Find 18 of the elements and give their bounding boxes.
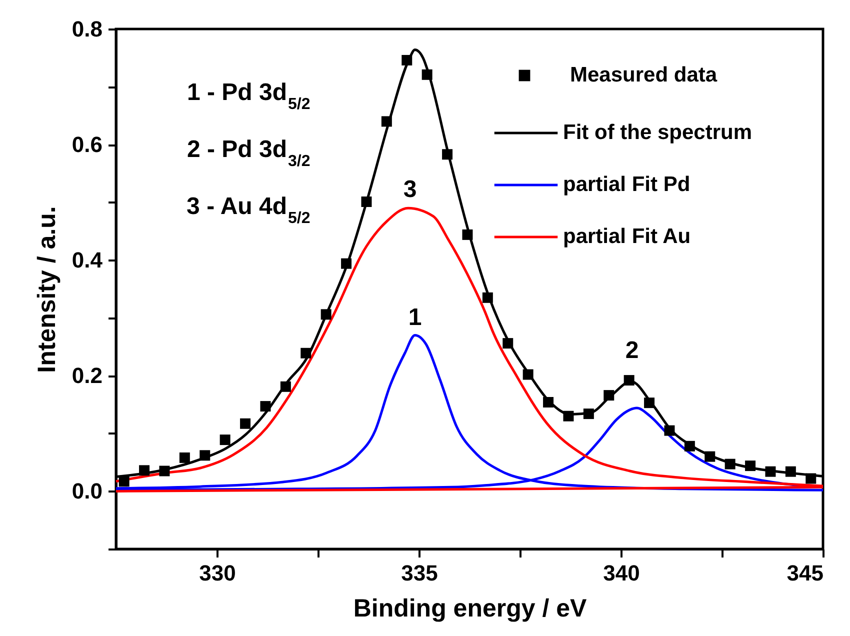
legend-label: partial Fit Pd xyxy=(563,173,690,196)
y-tick-label: 0.6 xyxy=(72,132,102,158)
x-tick-label: 335 xyxy=(401,560,438,586)
annotation: 1 xyxy=(408,304,422,331)
legend-label: partial Fit Au xyxy=(563,225,691,248)
annotation: 2 xyxy=(625,337,639,364)
legend-label: Measured data xyxy=(570,64,718,86)
x-tick-label: 330 xyxy=(199,560,236,586)
y-tick-label: 0.4 xyxy=(72,248,104,273)
x-axis-title: Binding energy / eV xyxy=(353,594,588,622)
y-tick-label: 0.2 xyxy=(72,363,102,388)
annotation: 3 xyxy=(403,176,417,203)
legend-label: Fit of the spectrum xyxy=(563,121,752,144)
x-tick-label: 345 xyxy=(786,560,824,586)
y-tick-label: 0.8 xyxy=(72,16,102,42)
y-axis-title: Intensity / a.u. xyxy=(32,206,61,373)
y-tick-label: 0.0 xyxy=(72,478,102,504)
x-tick-label: 340 xyxy=(603,560,640,586)
